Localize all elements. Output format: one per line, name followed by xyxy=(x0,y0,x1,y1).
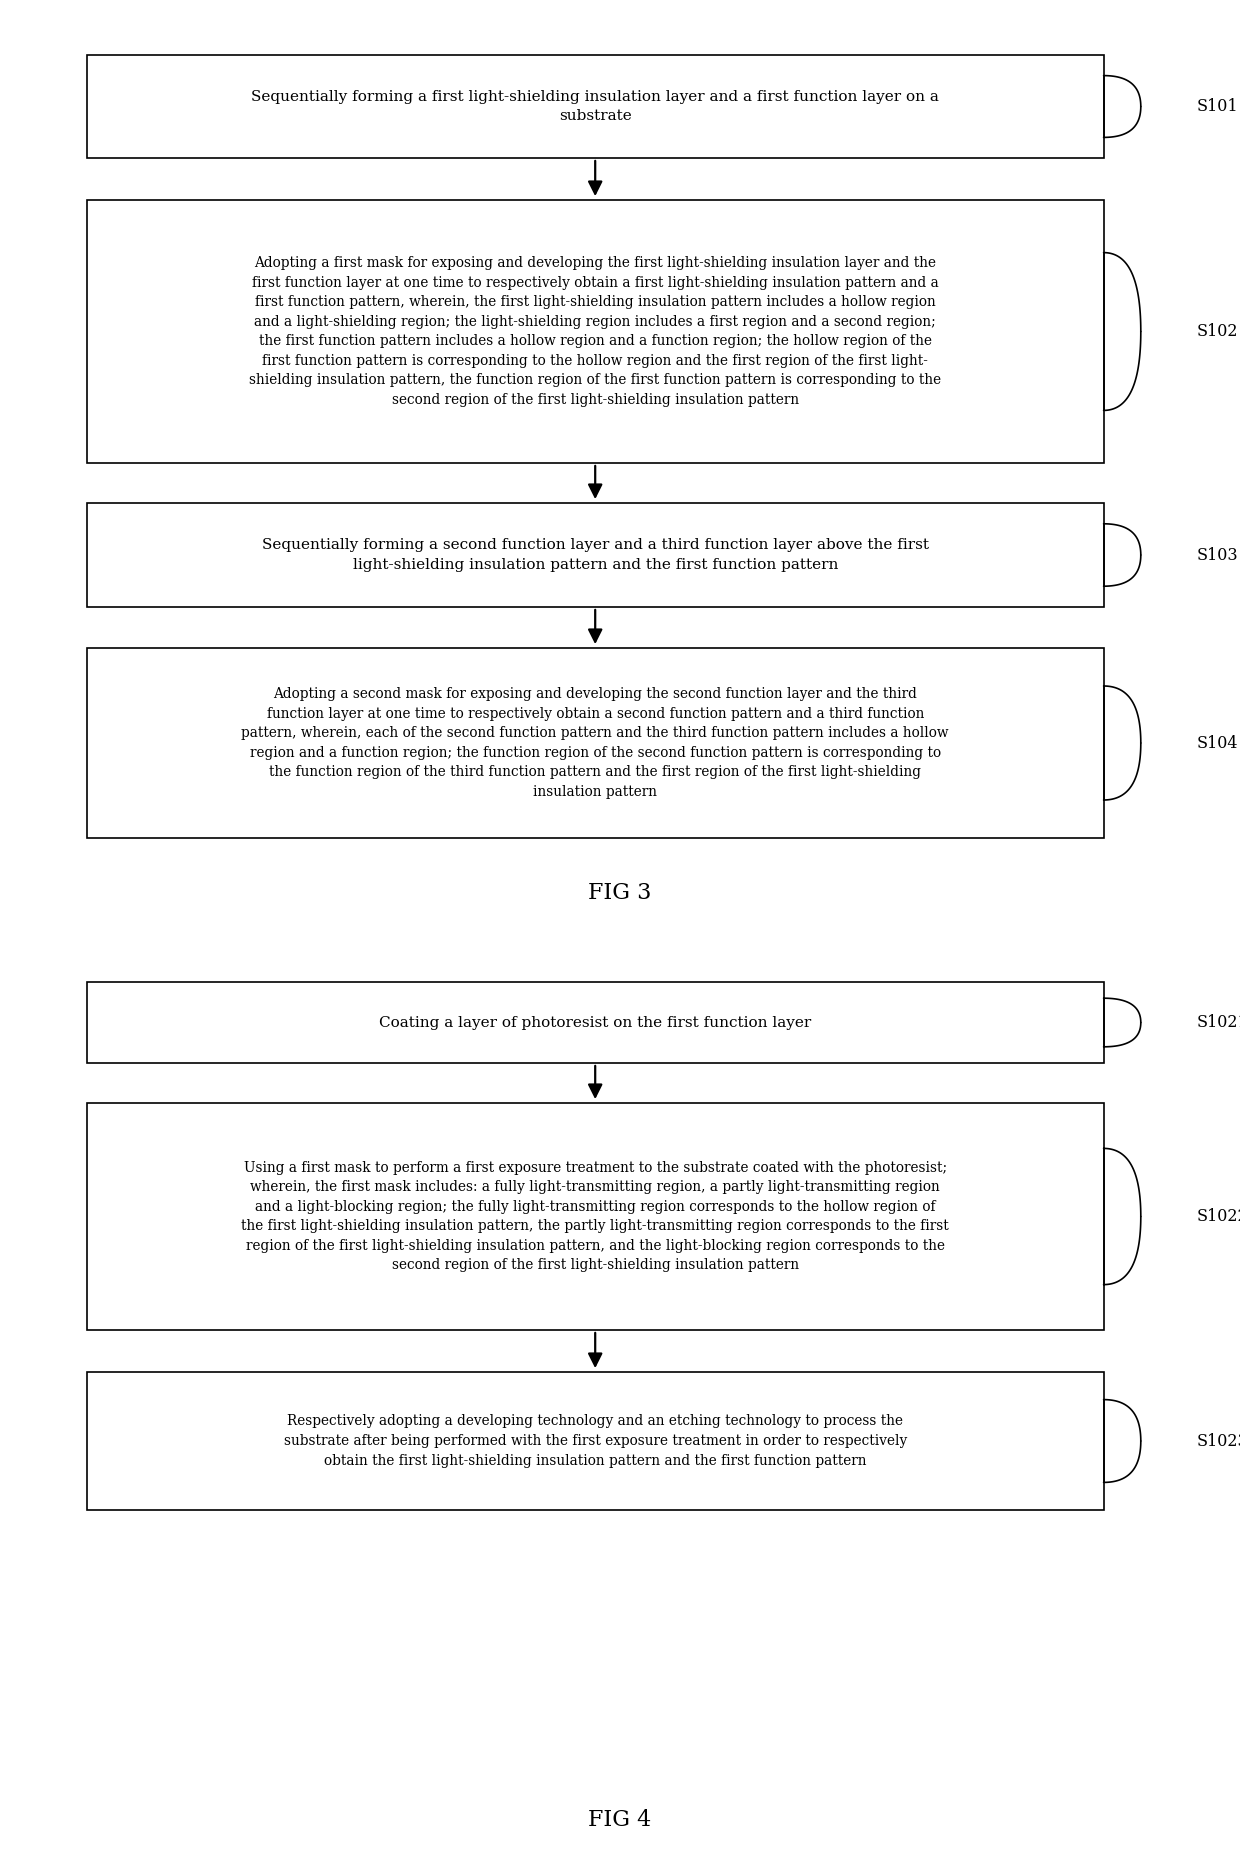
Text: FIG 3: FIG 3 xyxy=(588,883,652,903)
Text: S103: S103 xyxy=(1197,546,1239,563)
Text: Adopting a second mask for exposing and developing the second function layer and: Adopting a second mask for exposing and … xyxy=(242,688,949,798)
Bar xyxy=(87,200,1104,464)
Bar xyxy=(87,1373,1104,1509)
Text: S1023: S1023 xyxy=(1197,1432,1240,1449)
Bar xyxy=(87,54,1104,157)
Text: S1022: S1022 xyxy=(1197,1208,1240,1225)
Text: Using a first mask to perform a first exposure treatment to the substrate coated: Using a first mask to perform a first ex… xyxy=(242,1161,949,1272)
Text: Sequentially forming a first light-shielding insulation layer and a first functi: Sequentially forming a first light-shiel… xyxy=(252,90,939,123)
Text: FIG 4: FIG 4 xyxy=(588,1808,652,1831)
Bar xyxy=(87,982,1104,1062)
Text: S1021: S1021 xyxy=(1197,1014,1240,1030)
Bar xyxy=(87,503,1104,608)
Text: S102: S102 xyxy=(1197,324,1238,340)
Text: Sequentially forming a second function layer and a third function layer above th: Sequentially forming a second function l… xyxy=(262,539,929,572)
Text: S104: S104 xyxy=(1197,735,1238,752)
Bar xyxy=(87,649,1104,838)
Text: Coating a layer of photoresist on the first function layer: Coating a layer of photoresist on the fi… xyxy=(379,1015,811,1030)
Bar xyxy=(87,1103,1104,1330)
Text: Adopting a first mask for exposing and developing the first light-shielding insu: Adopting a first mask for exposing and d… xyxy=(249,256,941,408)
Text: S101: S101 xyxy=(1197,97,1239,114)
Text: Respectively adopting a developing technology and an etching technology to proce: Respectively adopting a developing techn… xyxy=(284,1414,906,1468)
